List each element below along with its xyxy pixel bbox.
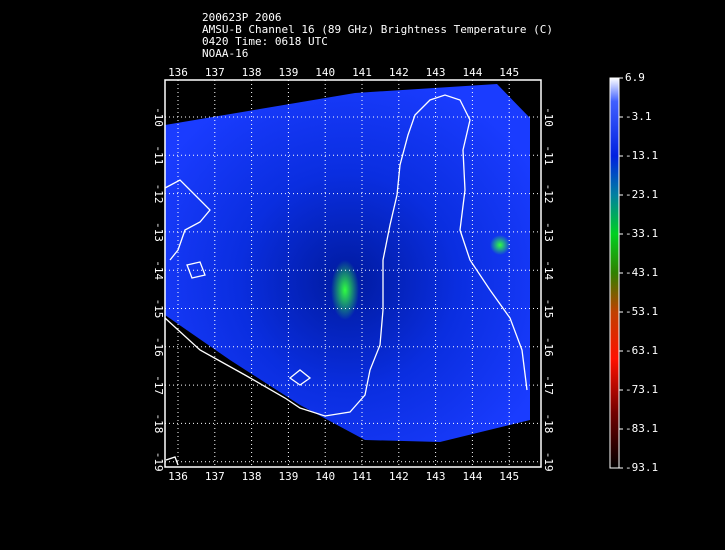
lat-label: -14 xyxy=(542,260,555,280)
lon-label: 143 xyxy=(426,470,446,483)
lat-label: -10 xyxy=(152,107,165,127)
lat-label: -10 xyxy=(542,107,555,127)
lon-label: 137 xyxy=(205,470,225,483)
lat-label: -13 xyxy=(542,222,555,242)
lat-label: -11 xyxy=(542,145,555,165)
coastline xyxy=(164,94,528,466)
colorbar-label: -73.1 xyxy=(625,383,658,396)
lon-label: 144 xyxy=(462,470,482,483)
colorbar-label: 6.9 xyxy=(625,71,645,84)
map-frame xyxy=(164,79,542,468)
lat-label: -15 xyxy=(542,299,555,319)
lat-label: -19 xyxy=(542,452,555,472)
lon-label: 140 xyxy=(315,66,335,79)
lon-label: 136 xyxy=(168,66,188,79)
lon-label: 145 xyxy=(499,470,519,483)
lon-label: 140 xyxy=(315,470,335,483)
colorbar-label: -33.1 xyxy=(625,227,658,240)
lat-label: -17 xyxy=(542,375,555,395)
lat-label: -11 xyxy=(152,145,165,165)
header-line: AMSU-B Channel 16 (89 GHz) Brightness Te… xyxy=(202,23,553,36)
lon-label: 139 xyxy=(278,470,298,483)
lat-label: -12 xyxy=(542,184,555,204)
lon-label: 138 xyxy=(242,66,262,79)
swath xyxy=(165,84,530,442)
colorbar-label: -23.1 xyxy=(625,188,658,201)
lat-label: -16 xyxy=(542,337,555,357)
lon-label: 142 xyxy=(389,470,409,483)
colorbar-label: -43.1 xyxy=(625,266,658,279)
lat-label: -19 xyxy=(152,452,165,472)
lat-label: -16 xyxy=(152,337,165,357)
colorbar-label: -63.1 xyxy=(625,344,658,357)
lon-label: 142 xyxy=(389,66,409,79)
lat-label: -18 xyxy=(542,413,555,433)
lon-label: 145 xyxy=(499,66,519,79)
lon-label: 136 xyxy=(168,470,188,483)
lon-label: 141 xyxy=(352,470,372,483)
colorbar-label: -93.1 xyxy=(625,461,658,474)
lon-label: 143 xyxy=(426,66,446,79)
lat-label: -13 xyxy=(152,222,165,242)
header-line: 200623P 2006 xyxy=(202,11,281,24)
lat-label: -12 xyxy=(152,184,165,204)
colorbar-label: -83.1 xyxy=(625,422,658,435)
colorbar xyxy=(609,77,620,469)
header-line: 0420 Time: 0618 UTC xyxy=(202,35,328,48)
lon-label: 144 xyxy=(462,66,482,79)
lat-label: -14 xyxy=(152,260,165,280)
lon-label: 141 xyxy=(352,66,372,79)
colorbar-label: -3.1 xyxy=(625,110,652,123)
colorbar-label: -53.1 xyxy=(625,305,658,318)
lon-label: 137 xyxy=(205,66,225,79)
lat-label: -17 xyxy=(152,375,165,395)
lat-label: -18 xyxy=(152,413,165,433)
lon-label: 139 xyxy=(278,66,298,79)
colorbar-label: -13.1 xyxy=(625,149,658,162)
header-line: NOAA-16 xyxy=(202,47,248,60)
lat-label: -15 xyxy=(152,299,165,319)
lon-label: 138 xyxy=(242,470,262,483)
